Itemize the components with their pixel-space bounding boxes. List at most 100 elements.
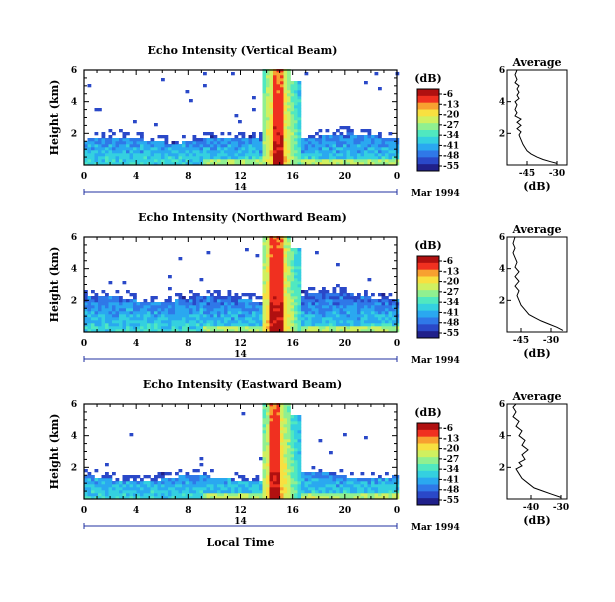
- heatmap-cell: [392, 305, 396, 309]
- heatmap-cell: [315, 320, 319, 324]
- date-label: Mar 1994: [411, 356, 460, 366]
- heatmap-cell: [294, 120, 298, 124]
- heatmap-cell: [252, 132, 256, 136]
- heatmap-cell: [287, 129, 291, 133]
- heatmap-cell: [91, 311, 95, 315]
- heatmap-cell: [287, 451, 291, 455]
- heatmap-cell: [168, 150, 172, 154]
- heatmap-cell: [287, 293, 291, 297]
- heatmap-cell: [273, 469, 277, 473]
- heatmap-cell: [336, 296, 340, 300]
- heatmap-cell: [217, 326, 221, 330]
- heatmap-cell: [234, 114, 239, 118]
- heatmap-cell: [287, 81, 291, 85]
- chart-title: Echo Intensity (Northward Beam): [138, 211, 347, 224]
- heatmap-cell: [276, 409, 281, 413]
- heatmap-cell: [269, 239, 274, 243]
- heatmap-cell: [287, 326, 291, 330]
- heatmap-cell: [266, 144, 270, 148]
- heatmap-cell: [238, 132, 242, 136]
- heatmap-cell: [276, 269, 281, 273]
- heatmap-cell: [98, 314, 102, 318]
- heatmap-cell: [150, 326, 155, 330]
- heatmap-cell: [210, 132, 214, 136]
- heatmap-cell: [108, 305, 113, 309]
- heatmap-cell: [171, 144, 176, 148]
- heatmap-cell: [199, 323, 204, 327]
- heatmap-cell: [157, 493, 162, 497]
- heatmap-cell: [126, 481, 130, 485]
- heatmap-cell: [238, 153, 242, 157]
- heatmap-cell: [269, 138, 274, 142]
- heatmap-cell: [119, 150, 123, 154]
- heatmap-cell: [259, 493, 263, 497]
- heatmap-cell: [182, 484, 186, 488]
- heatmap-cell: [346, 311, 351, 315]
- colorbar-tick-label: -34: [443, 298, 459, 308]
- heatmap-cell: [297, 99, 302, 103]
- heatmap-cell: [287, 311, 291, 315]
- heatmap-cell: [217, 141, 221, 145]
- heatmap-cell: [280, 487, 284, 491]
- heatmap-cell: [112, 320, 116, 324]
- heatmap-cell: [332, 308, 337, 312]
- heatmap-cell: [91, 141, 95, 145]
- heatmap-cell: [213, 487, 218, 491]
- heatmap-cell: [290, 442, 295, 446]
- heatmap-cell: [175, 493, 179, 497]
- heatmap-cell: [206, 290, 211, 294]
- heatmap-cell: [133, 302, 137, 306]
- heatmap-cell: [206, 323, 211, 327]
- heatmap-cell: [266, 105, 270, 109]
- heatmap-cell: [94, 323, 99, 327]
- heatmap-cell: [364, 302, 368, 306]
- heatmap-cell: [294, 424, 298, 428]
- heatmap-cell: [213, 320, 218, 324]
- heatmap-cell: [276, 257, 281, 261]
- heatmap-cell: [196, 320, 200, 324]
- heatmap-cell: [343, 433, 347, 437]
- heatmap-cell: [332, 487, 337, 491]
- heatmap-cell: [329, 162, 333, 166]
- heatmap-cell: [248, 296, 253, 300]
- heatmap-cell: [332, 305, 337, 309]
- heatmap-cell: [294, 150, 298, 154]
- heatmap-cell: [227, 490, 232, 494]
- heatmap-cell: [357, 135, 361, 139]
- heatmap-cell: [280, 111, 284, 115]
- heatmap-cell: [332, 314, 337, 318]
- heatmap-cell: [266, 87, 270, 91]
- heatmap-cell: [357, 162, 361, 166]
- heatmap-cell: [241, 317, 246, 321]
- heatmap-cell: [276, 436, 281, 440]
- heatmap-cell: [199, 302, 204, 306]
- heatmap-cell: [276, 427, 281, 431]
- heatmap-cell: [94, 132, 99, 136]
- x-tick-label: 20: [339, 339, 352, 349]
- heatmap-cell: [290, 260, 295, 264]
- heatmap-cell: [276, 406, 281, 410]
- heatmap-cell: [325, 490, 330, 494]
- heatmap-cell: [294, 445, 298, 449]
- heatmap-cell: [126, 156, 130, 160]
- heatmap-cell: [245, 147, 249, 151]
- heatmap-cell: [224, 296, 228, 300]
- heatmap-cell: [98, 490, 102, 494]
- heatmap-cell: [318, 469, 323, 473]
- inset-x-axis-label: (dB): [523, 180, 550, 193]
- heatmap-cell: [353, 311, 358, 315]
- heatmap-cell: [105, 141, 109, 145]
- heatmap-cell: [353, 487, 358, 491]
- heatmap-cell: [245, 248, 249, 252]
- colorbar-label: (dB): [414, 406, 441, 419]
- heatmap-cell: [203, 496, 207, 500]
- heatmap-cell: [220, 138, 225, 142]
- heatmap-cell: [199, 147, 204, 151]
- colorbar-tick-label: -13: [443, 267, 459, 277]
- heatmap-cell: [164, 150, 169, 154]
- heatmap-cell: [119, 493, 123, 497]
- heatmap-cell: [161, 159, 165, 163]
- heatmap-cell: [108, 302, 113, 306]
- heatmap-cell: [273, 412, 277, 416]
- heatmap-cell: [339, 314, 344, 318]
